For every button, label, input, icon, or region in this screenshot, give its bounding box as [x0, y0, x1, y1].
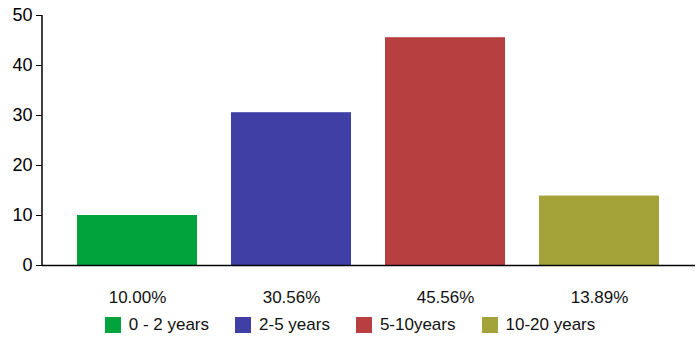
html-text:0 - 2 years: 0 - 2 years — [128, 315, 209, 334]
svg-text:0: 0 — [22, 255, 32, 275]
svg-text:50: 50 — [12, 5, 32, 25]
html-text:2-5 years: 2-5 years — [259, 315, 330, 334]
svg-text:30: 30 — [12, 105, 32, 125]
svg-text:20: 20 — [12, 155, 32, 175]
svg-text:10.00%: 10.00% — [109, 288, 167, 307]
svg-text:30.56%: 30.56% — [263, 288, 321, 307]
html-text:10-20 years: 10-20 years — [505, 315, 596, 334]
svg-text:40: 40 — [12, 55, 32, 75]
svg-text:10: 10 — [12, 205, 32, 225]
html-text:5-10years: 5-10years — [379, 315, 456, 334]
svg-text:13.89%: 13.89% — [571, 288, 629, 307]
svg-text:45.56%: 45.56% — [417, 288, 475, 307]
